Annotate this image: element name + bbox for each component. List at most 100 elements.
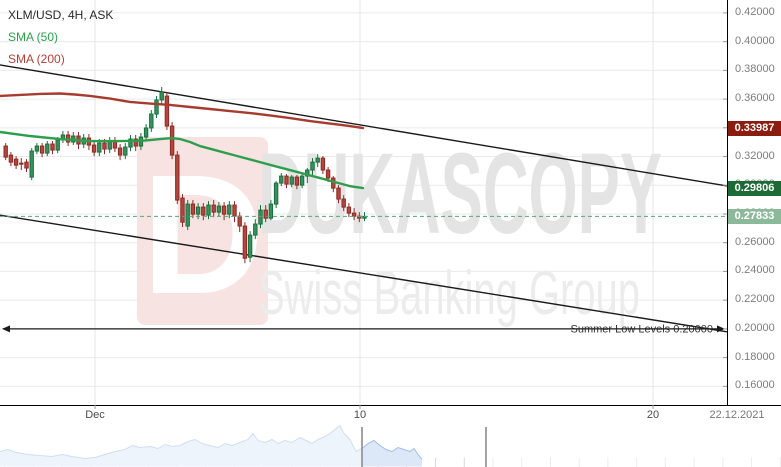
- candle-body: [247, 234, 253, 258]
- candle-body: [195, 206, 201, 215]
- candle-body: [351, 212, 357, 217]
- candle-body: [346, 206, 352, 214]
- candle: [112, 137, 118, 153]
- y-axis-label: 0.36000: [735, 92, 775, 105]
- candle-body: [336, 187, 341, 200]
- sma200-legend-label: SMA (200): [8, 52, 65, 66]
- candle: [123, 143, 128, 160]
- candle-body: [149, 113, 154, 129]
- candle: [351, 208, 357, 221]
- candle-body: [13, 158, 19, 166]
- candle-body: [3, 145, 8, 158]
- candle-body: [123, 146, 128, 156]
- candle-body: [299, 175, 305, 186]
- candle-body: [232, 204, 237, 217]
- candle-body: [143, 127, 149, 138]
- y-axis-label: 0.16000: [735, 379, 775, 392]
- candle-body: [34, 145, 40, 152]
- candle: [3, 143, 8, 161]
- candle: [164, 92, 170, 130]
- candle: [336, 185, 341, 204]
- candle-body: [268, 203, 274, 219]
- candle-body: [185, 203, 190, 227]
- sma200-value-badge: 0.33987: [728, 120, 781, 136]
- candle: [320, 156, 326, 175]
- candle: [185, 200, 190, 231]
- candle-body: [211, 204, 216, 213]
- candle-body: [325, 169, 331, 179]
- navigator-mask-left: [0, 425, 362, 467]
- y-axis-label: 0.38000: [735, 63, 775, 76]
- candle-body: [117, 147, 123, 156]
- candle: [263, 205, 268, 223]
- candle-body: [164, 95, 170, 127]
- candle-body: [102, 142, 107, 150]
- ask-price-badge: 0.27833: [728, 208, 781, 224]
- sma50-legend-label: SMA (50): [8, 30, 59, 44]
- candle-body: [320, 157, 326, 171]
- candle: [8, 152, 14, 167]
- y-axis-label: 0.32000: [735, 149, 775, 162]
- candle-body: [315, 157, 320, 163]
- candle-body: [91, 144, 97, 153]
- candle: [128, 135, 133, 152]
- candle: [289, 175, 294, 188]
- candle-body: [273, 182, 279, 205]
- x-axis-label-dec: Dec: [85, 409, 105, 421]
- arrow-right-head: [717, 325, 725, 333]
- candle-body: [341, 198, 346, 208]
- candle: [253, 219, 258, 240]
- x-axis-label-10: 10: [353, 409, 367, 421]
- candle-body: [154, 99, 159, 115]
- candle-body: [221, 205, 227, 215]
- candle: [216, 202, 222, 217]
- candle-body: [29, 150, 34, 178]
- candle-body: [8, 154, 14, 163]
- y-axis-label: 0.24000: [735, 264, 775, 277]
- candle-body: [159, 91, 164, 101]
- candle: [346, 203, 352, 218]
- sma200-line: [0, 92, 365, 130]
- price-series: [0, 64, 728, 333]
- dukascopy-logo: [137, 137, 268, 325]
- watermark: D DUKASCOPY Swiss Banking Group: [137, 130, 662, 330]
- candle: [310, 158, 315, 177]
- candle-body: [279, 175, 284, 184]
- candle: [45, 141, 50, 157]
- candle-body: [39, 145, 45, 154]
- candle: [201, 203, 206, 221]
- candle-body: [310, 161, 315, 171]
- candle-body: [97, 142, 102, 153]
- candle-body: [175, 154, 180, 201]
- candle: [29, 148, 34, 181]
- candle: [211, 200, 216, 218]
- candle: [341, 195, 346, 212]
- candle: [247, 231, 253, 263]
- candle: [268, 200, 274, 221]
- candle: [159, 87, 164, 104]
- axes: [0, 0, 781, 409]
- candle: [71, 131, 76, 146]
- candle-body: [133, 138, 138, 147]
- y-axis-label: 0.26000: [735, 235, 775, 248]
- candle: [190, 200, 196, 219]
- candle-body: [24, 161, 29, 169]
- chart-legend: XLM/USD, 4H, ASK SMA (50) SMA (200): [8, 4, 113, 70]
- candle-body: [190, 203, 196, 215]
- navigator[interactable]: [0, 424, 781, 467]
- upper-channel: [0, 64, 728, 187]
- candle-body: [258, 209, 263, 225]
- candle: [180, 194, 185, 228]
- candle-body: [289, 176, 294, 185]
- y-axis-label: 0.20000: [735, 321, 775, 334]
- candle-body: [284, 175, 289, 185]
- candle: [299, 174, 305, 189]
- candle: [284, 174, 289, 189]
- candle: [143, 124, 149, 142]
- candle-body: [237, 215, 242, 227]
- candle: [107, 137, 112, 154]
- candle-body: [50, 143, 55, 151]
- x-axis-label-20: 20: [646, 409, 660, 421]
